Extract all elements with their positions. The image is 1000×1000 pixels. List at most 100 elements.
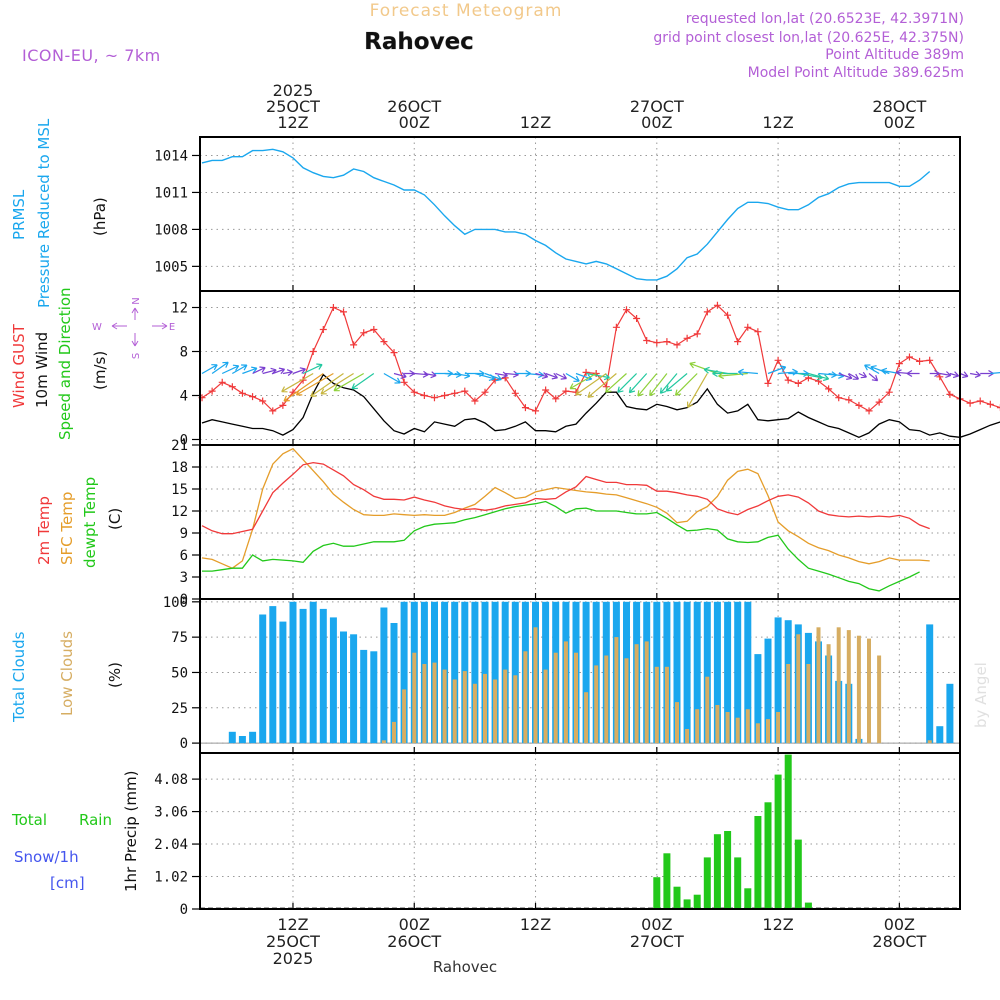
wind-direction-arrow xyxy=(201,364,218,375)
low-clouds-bar xyxy=(725,712,730,744)
pressure-frame xyxy=(199,136,961,292)
bottom-time-label: 12Z xyxy=(762,915,793,934)
clouds-ytick-label: 25 xyxy=(171,701,188,717)
wind-direction-arrow xyxy=(939,371,952,379)
wind-gust-marker xyxy=(966,399,974,407)
wind-ytick-label: 8 xyxy=(180,345,188,361)
wind-gust-marker xyxy=(259,397,267,405)
wind-gust-marker xyxy=(703,308,711,316)
wind-direction-arrow xyxy=(659,373,678,394)
wind-direction-arrow xyxy=(565,372,580,382)
top-time-label: 25OCT xyxy=(266,97,320,116)
total-clouds-bar xyxy=(754,654,762,744)
low-clouds-bar xyxy=(483,673,487,744)
point-altitude: Point Altitude 389m xyxy=(825,47,964,63)
wind-direction-arrow xyxy=(545,372,558,380)
precip-ytick-label: 4.08 xyxy=(154,772,188,788)
rain-bar xyxy=(734,857,742,909)
low-clouds-bar xyxy=(563,641,568,744)
wind-gust-marker xyxy=(582,368,590,376)
percent-unit-label: (%) xyxy=(106,662,124,688)
wind-gust-marker xyxy=(430,394,438,402)
total-clouds-bar xyxy=(693,601,701,744)
low-clouds-bar xyxy=(432,662,437,744)
location-title: Rahovec xyxy=(364,29,474,55)
low-clouds-bar xyxy=(422,664,427,744)
wind-gust-marker xyxy=(633,315,641,322)
speed-direction-label: Speed and Direction xyxy=(56,287,74,440)
wind-direction-arrow xyxy=(828,371,845,379)
wind-gust-marker xyxy=(976,397,984,405)
footer-location: Rahovec xyxy=(433,958,497,976)
rain-bar xyxy=(693,894,701,909)
low-clouds-bar xyxy=(836,627,841,744)
low-clouds-bar xyxy=(392,721,396,744)
wind-gust-marker xyxy=(622,306,630,314)
wind-direction-arrow xyxy=(282,369,293,377)
temperature-labels: 2m Temp SFC Temp dewpt Temp (C) xyxy=(35,477,124,568)
wind-direction-arrow xyxy=(320,372,354,395)
celsius-unit-label: (C) xyxy=(106,508,124,530)
grid-coords: grid point closest lon,lat (20.625E, 42.… xyxy=(653,30,964,46)
wind-direction-arrow xyxy=(292,367,306,375)
wind-gust-marker xyxy=(653,339,661,347)
credit-watermark: by Angel xyxy=(972,662,990,728)
pressure-ytick-label: 1008 xyxy=(154,222,188,238)
wind-direction-arrow xyxy=(687,373,708,408)
bottom-time-label: 00Z xyxy=(641,915,672,934)
pressure-panel: 1005 1008 1011 1014 xyxy=(154,136,961,292)
precip-ytick-label: 1.02 xyxy=(154,870,188,886)
wind-direction-arrow xyxy=(587,373,617,398)
wind-direction-arrow xyxy=(637,373,658,397)
wind-gust-marker xyxy=(360,329,368,337)
rain-bar xyxy=(653,877,661,909)
temperature-ytick-label: 0 xyxy=(180,592,188,608)
wind-direction-arrow xyxy=(474,372,495,381)
wind-gust-marker xyxy=(774,356,782,364)
low-clouds-bar xyxy=(493,679,498,744)
dewpt-temp-label: dewpt Temp xyxy=(81,477,99,568)
wind-direction-arrow xyxy=(868,373,879,382)
wind-gust-marker xyxy=(451,389,459,397)
sfc-temp-label: SFC Temp xyxy=(58,492,76,565)
wind-direction-arrow xyxy=(351,373,375,390)
total-clouds-bar xyxy=(400,601,408,744)
requested-coords: requested lon,lat (20.6523E, 42.3971N) xyxy=(686,11,964,27)
temperature-ytick-label: 15 xyxy=(171,482,188,498)
wind-gust-marker xyxy=(693,330,701,338)
bottom-time-label: 00Z xyxy=(399,915,430,934)
total-clouds-bar xyxy=(511,601,519,744)
pressure-ytick-label: 1011 xyxy=(154,185,188,201)
low-clouds-bar xyxy=(442,669,447,744)
low-clouds-bar xyxy=(867,638,871,744)
low-clouds-bar xyxy=(766,719,770,744)
wind-gust-marker xyxy=(228,383,236,391)
total-clouds-bar xyxy=(471,601,479,744)
rain-bar xyxy=(744,888,752,909)
low-clouds-bar xyxy=(553,652,558,744)
low-clouds-bar xyxy=(634,644,639,744)
wind-direction-arrow xyxy=(221,364,240,375)
low-clouds-bar xyxy=(705,676,710,744)
wind-direction-arrow xyxy=(605,373,627,393)
wind-panel: 0 4 8 12 xyxy=(171,290,1000,449)
wind-gust-marker xyxy=(865,407,873,415)
ten-m-wind-label: 10m Wind xyxy=(33,332,51,408)
temperature-ytick-label: 3 xyxy=(180,570,188,586)
cm-unit-label: [cm] xyxy=(50,874,85,892)
wind-gust-marker xyxy=(754,328,762,336)
low-clouds-bar xyxy=(826,644,831,744)
wind-direction-arrow xyxy=(689,361,718,375)
low-clouds-bar xyxy=(927,740,932,744)
wind-gust-marker xyxy=(329,304,337,311)
total-clouds-bar xyxy=(340,631,347,744)
temperature-ytick-label: 21 xyxy=(171,438,188,454)
wind-direction-arrow xyxy=(858,371,867,379)
wind-direction-arrow xyxy=(767,365,787,375)
total-clouds-bar xyxy=(744,601,752,744)
wind-direction-arrow xyxy=(333,372,365,392)
wind-gust-marker xyxy=(996,404,1000,412)
wind-gust-marker xyxy=(926,356,934,364)
